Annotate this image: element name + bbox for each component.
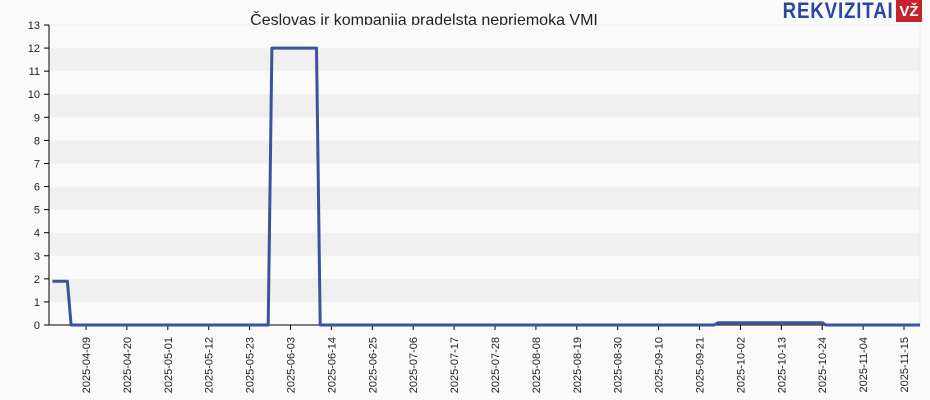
y-tick-label: 10 — [28, 89, 40, 101]
grid-band — [49, 301, 920, 325]
x-tick-label: 2025-05-23 — [245, 337, 257, 393]
grid-band — [49, 232, 920, 256]
logo-text: REKVIZITAI — [782, 0, 894, 23]
y-tick-label: 12 — [28, 43, 40, 55]
y-tick-label: 9 — [34, 112, 40, 124]
y-tick-label: 4 — [34, 228, 40, 240]
x-tick-label: 2025-04-09 — [81, 337, 93, 393]
y-tick-label: 5 — [34, 205, 40, 217]
x-tick-label: 2025-09-10 — [654, 337, 666, 393]
y-tick-label: 6 — [34, 182, 40, 194]
x-tick-label: 2025-05-12 — [204, 337, 216, 393]
x-tick-label: 2025-10-13 — [776, 337, 788, 393]
grid-bands — [49, 25, 920, 325]
x-tick-label: 2025-11-15 — [899, 337, 911, 392]
x-tick-label: 2025-04-20 — [122, 337, 134, 393]
x-tick-label: 2025-07-28 — [490, 337, 502, 393]
grid-band — [49, 186, 920, 210]
y-tick-label: 3 — [34, 251, 40, 263]
grid-band — [49, 71, 920, 95]
x-tick-label: 2025-08-19 — [572, 337, 584, 393]
y-tick-label: 0 — [34, 320, 40, 332]
y-tick-label: 2 — [34, 274, 40, 286]
grid-band — [49, 163, 920, 187]
x-tick-label: 2025-06-03 — [286, 337, 298, 393]
x-tick-label: 2025-07-17 — [449, 337, 461, 393]
grid-band — [49, 209, 920, 233]
x-tick-label: 2025-06-25 — [367, 337, 379, 393]
x-tick-label: 2025-09-21 — [695, 337, 707, 393]
grid-band — [49, 140, 920, 164]
x-tick-label: 2025-07-06 — [408, 337, 420, 393]
y-tick-label: 11 — [29, 66, 40, 78]
y-tick-label: 7 — [34, 158, 40, 170]
x-tick-label: 2025-08-30 — [613, 337, 625, 393]
y-tick-label: 13 — [28, 20, 40, 32]
grid-band — [49, 48, 920, 72]
series-line — [52, 46, 920, 327]
x-axis: 2025-04-09 2025-04-20 2025-05-01 2025-05-12… — [49, 324, 920, 393]
x-tick-label: 2025-10-24 — [817, 337, 829, 393]
grid-band — [49, 25, 920, 49]
logo-badge: VŽ — [896, 0, 922, 22]
x-tick-label: 2025-10-02 — [735, 337, 747, 393]
y-tick-label: 1 — [34, 297, 40, 309]
y-tick-label: 8 — [34, 135, 40, 147]
x-tick-label: 2025-06-14 — [326, 337, 338, 393]
x-tick-label: 2025-08-08 — [531, 337, 543, 393]
grid-band — [49, 278, 920, 302]
rekvizitai-logo[interactable]: REKVIZITAI VŽ — [763, 0, 922, 23]
grid-band — [49, 117, 920, 141]
x-tick-label: 2025-11-04 — [858, 337, 870, 392]
grid-band — [49, 94, 920, 118]
x-tick-label: 2025-05-01 — [163, 337, 175, 393]
grid-band — [49, 255, 920, 279]
